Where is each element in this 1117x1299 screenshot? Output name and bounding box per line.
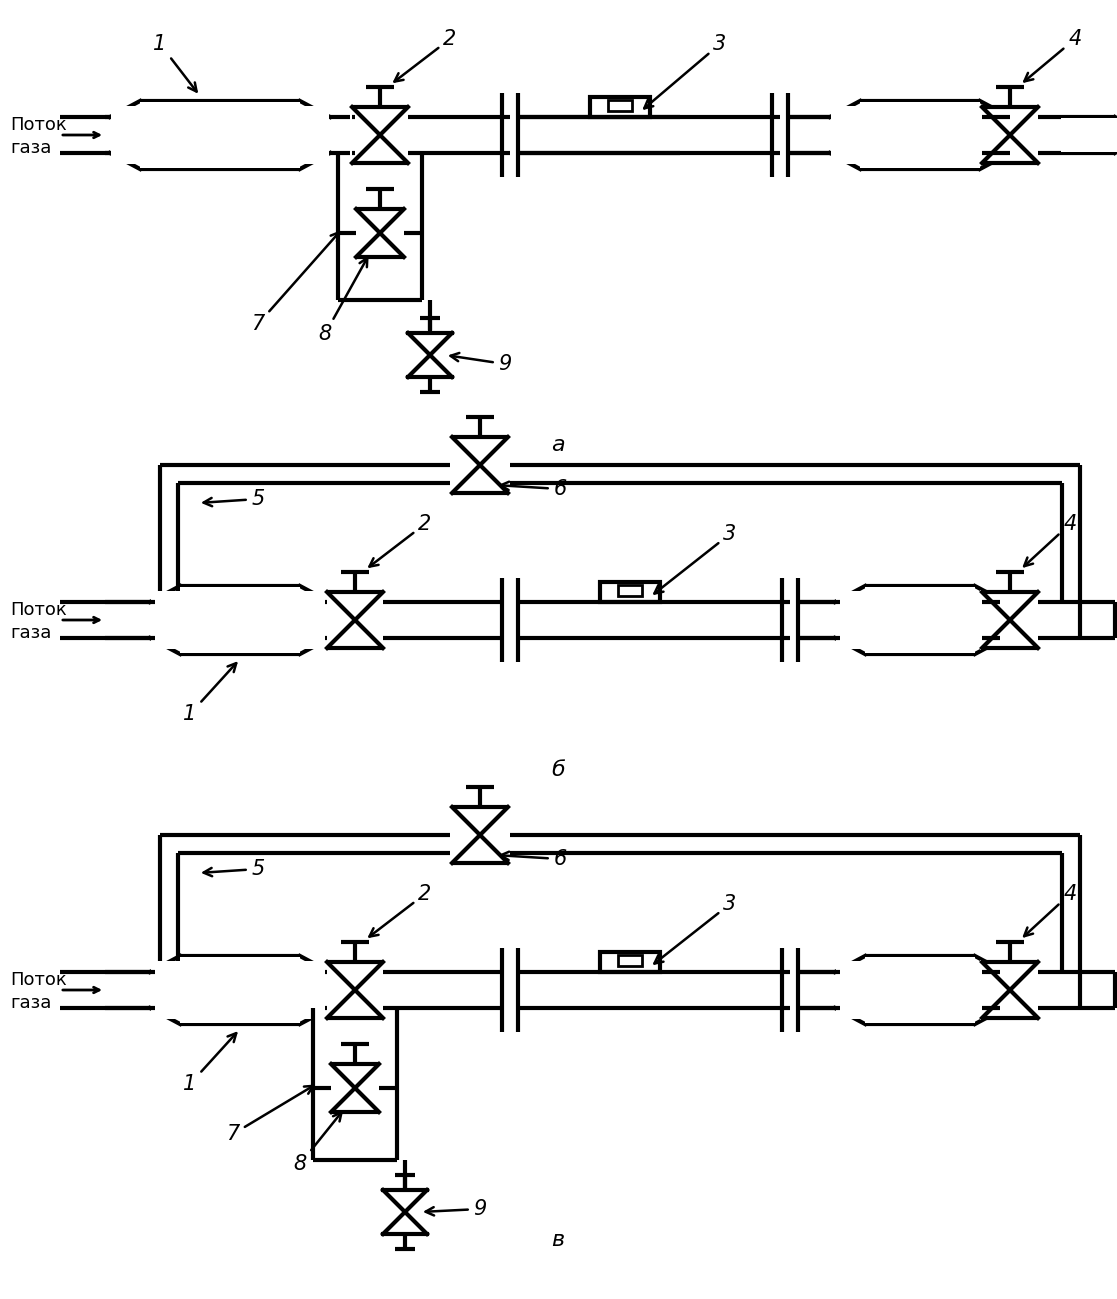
Text: 7: 7 [251, 233, 340, 334]
Text: 4: 4 [1024, 29, 1081, 82]
Bar [163, 468, 1077, 481]
Bar [600, 950, 660, 974]
Bar [590, 97, 650, 117]
Bar [975, 961, 1004, 1018]
Bar [325, 960, 385, 1020]
Text: 5: 5 [203, 859, 265, 879]
Text: 7: 7 [227, 1086, 313, 1144]
Text: 4: 4 [1024, 514, 1077, 566]
Bar [836, 591, 865, 650]
Bar [590, 95, 650, 120]
Bar [980, 960, 1040, 1020]
Text: газа: газа [10, 139, 51, 157]
Bar [860, 103, 980, 168]
Bar [151, 591, 180, 650]
Bar [618, 585, 642, 596]
Bar [1061, 118, 1117, 152]
Bar [381, 1189, 429, 1237]
Bar [330, 1063, 381, 1115]
Bar [618, 955, 642, 966]
Bar [350, 105, 410, 165]
Bar [180, 957, 300, 1024]
Bar [111, 107, 140, 164]
Text: 1: 1 [153, 34, 197, 92]
Text: 2: 2 [370, 885, 431, 937]
Text: 2: 2 [370, 514, 431, 566]
Text: 6: 6 [500, 479, 566, 499]
Bar [300, 961, 330, 1018]
Text: 1: 1 [183, 1033, 237, 1094]
Bar [980, 590, 1040, 650]
Text: 6: 6 [500, 850, 566, 869]
Bar [300, 591, 330, 650]
Bar [405, 331, 454, 379]
Bar [600, 582, 660, 601]
Text: Поток: Поток [10, 116, 67, 134]
Text: в: в [552, 1230, 564, 1250]
Text: 9: 9 [426, 1199, 487, 1218]
Bar [354, 207, 405, 259]
Bar [325, 590, 385, 650]
Text: 5: 5 [203, 488, 265, 509]
Bar [180, 587, 300, 653]
Bar [600, 579, 660, 604]
Bar [980, 105, 1040, 165]
Text: Поток: Поток [10, 601, 67, 620]
Bar [151, 961, 180, 1018]
Bar [608, 100, 632, 110]
Text: 8: 8 [294, 1112, 342, 1174]
Text: 3: 3 [655, 523, 736, 594]
Bar [980, 107, 1009, 164]
Bar [865, 587, 975, 653]
Bar [450, 435, 510, 495]
Text: 2: 2 [394, 29, 457, 82]
Text: газа: газа [10, 624, 51, 642]
Bar [865, 957, 975, 1024]
Text: 1: 1 [183, 662, 237, 724]
Text: б: б [551, 760, 565, 779]
Bar [140, 103, 300, 168]
Text: 4: 4 [1024, 885, 1077, 937]
Bar [836, 961, 865, 1018]
Bar [831, 107, 860, 164]
Text: газа: газа [10, 994, 51, 1012]
Bar [975, 591, 1004, 650]
Text: Поток: Поток [10, 970, 67, 989]
Text: 3: 3 [655, 894, 736, 964]
Text: 9: 9 [450, 353, 512, 374]
Bar [163, 838, 1077, 850]
Bar [450, 805, 510, 865]
Text: 3: 3 [645, 34, 727, 108]
Text: а: а [551, 435, 565, 455]
Bar [600, 952, 660, 972]
Text: 8: 8 [318, 259, 367, 344]
Bar [300, 107, 330, 164]
